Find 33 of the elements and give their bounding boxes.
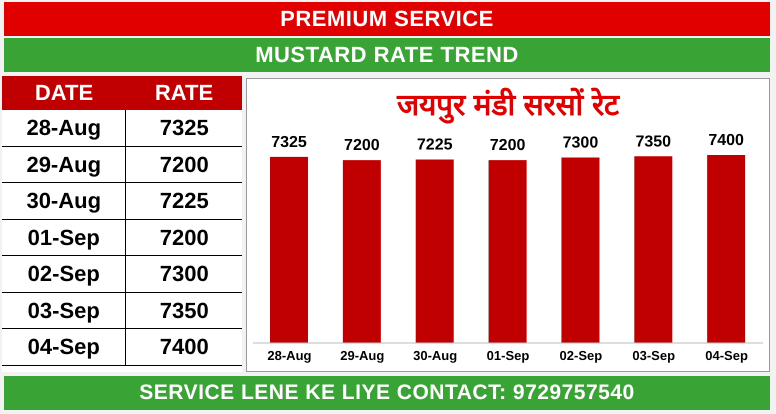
text: DATE [34,79,94,107]
text: RATE [154,79,214,107]
category-label: 03-Sep [28,298,100,322]
chart-title: PREMIUM SERVICE [4,2,770,36]
data-label: 7400 [708,132,744,149]
x-tick-label: 29-Aug [340,348,384,364]
data-label: 7350 [635,133,672,150]
x-tick-label: 02-Sep [560,348,602,364]
data-label: 7200 [344,137,380,154]
chart-subtitle: MUSTARD RATE TREND [4,38,770,72]
text: 7200 [158,224,210,252]
data-label: 7325 [271,134,307,151]
text: 7400 [158,333,210,361]
data-label: 7200 [490,137,526,154]
text: 7200 [158,150,210,178]
category-label: 02-Sep [28,261,100,286]
text: 7225 [158,187,210,215]
x-tick-label: 03-Sep [632,348,676,364]
data-label: 7225 [416,136,453,154]
text: जयपुर मंडी सरसों रेट [396,86,621,124]
x-tick-label: 30-Aug [413,348,458,364]
text: 7350 [158,296,210,324]
text: 7325 [158,114,210,142]
text: 7300 [158,260,210,288]
x-tick-label: 01-Sep [486,348,530,364]
x-tick-label: 28-Aug [267,348,312,364]
category-label: 28-Aug [26,115,102,140]
category-label: 29-Aug [26,152,102,176]
category-label: 30-Aug [26,188,102,213]
data-label: 7300 [562,134,598,152]
text: SERVICE LENE KE LIYE CONTACT: 9729757540 [4,376,770,410]
category-label: 01-Sep [28,224,100,250]
x-tick-label: 04-Sep [705,348,748,364]
